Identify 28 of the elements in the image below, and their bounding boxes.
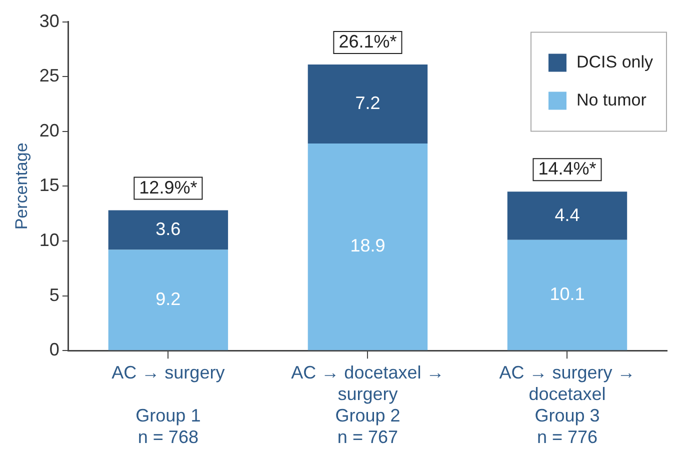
data-label: 9.2 [156,288,181,309]
x-tick-label: AC → docetaxel → surgery Group 2 n = 767 [291,362,444,448]
data-label: 7.2 [355,92,380,113]
y-axis-title: Percentage [12,142,31,230]
total-label: 26.1%* [338,32,397,52]
x-tick-label: AC → surgery → docetaxel Group 3 n = 776 [499,362,636,448]
legend-label: DCIS only [576,52,654,72]
bar [308,64,428,144]
y-tick-label: 20 [39,120,60,140]
bar [308,143,428,350]
bar [108,210,228,250]
total-label: 12.9%* [139,177,198,198]
data-label: 18.9 [350,236,386,256]
data-label: 3.6 [156,219,181,240]
y-tick-label: 30 [39,10,60,31]
bar [507,192,628,240]
y-tick-label: 15 [39,175,60,196]
legend-label: No tumor [576,90,647,110]
total-label: 14.4%* [538,158,596,179]
category-label: AC → surgery Group 1 n = 768 [112,362,225,448]
data-label: 10.1 [550,284,585,304]
y-tick-label: 5 [49,284,60,305]
bar [108,250,228,350]
y-tick-label: 0 [49,340,60,360]
y-tick-label: 10 [39,230,60,250]
bar [507,240,628,350]
data-label: 4.4 [554,204,580,225]
y-tick-label: 25 [39,66,60,86]
